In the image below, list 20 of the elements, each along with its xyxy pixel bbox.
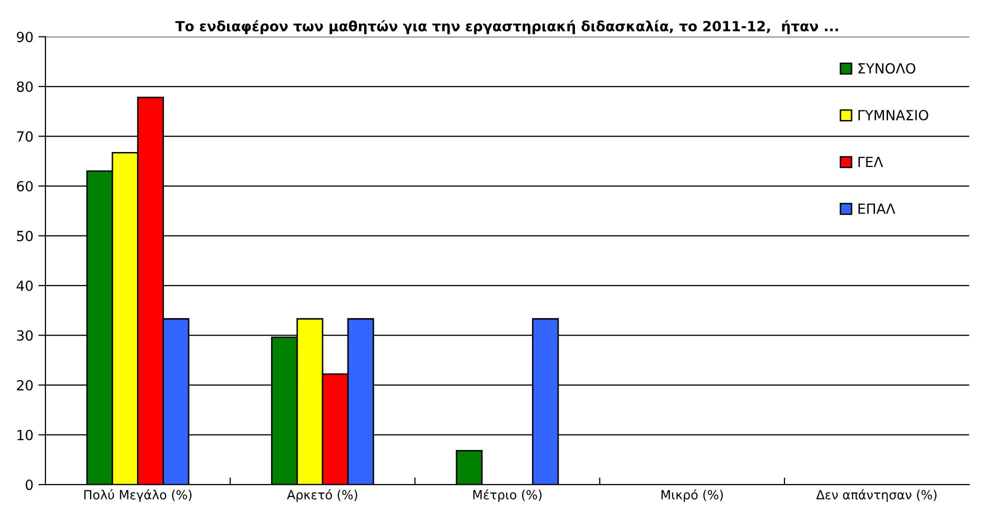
y-tick-label: 30 xyxy=(17,330,33,341)
y-tick-label: 60 xyxy=(16,180,33,192)
chart-title: Το ενδιαφέρον των μαθητών για την εργαστηριακή διδασκαλία, το 2011-12, ήταν ... xyxy=(175,20,838,34)
y-tick-label: 50 xyxy=(17,230,33,242)
y-tick-label: 0 xyxy=(26,480,33,490)
x-tick-label: Μέτριο (%) xyxy=(473,489,542,502)
legend-label: ΣΥΝΟΛΟ xyxy=(858,63,916,74)
x-tick-label: Μικρό (%) xyxy=(662,489,723,502)
x-tick-label: Αρκετό (%) xyxy=(286,489,358,502)
y-tick-label: 20 xyxy=(16,380,33,391)
y-tick-label: 70 xyxy=(17,131,33,142)
legend-label: ΓΕΛ xyxy=(858,156,884,167)
legend-label: ΓΥΜΝΑΣΙΟ xyxy=(858,110,928,120)
y-tick-label: 10 xyxy=(17,430,33,440)
y-tick-label: 40 xyxy=(16,280,33,292)
x-tick-label: Πολύ Μεγάλο (%) xyxy=(84,489,192,502)
y-tick-label: 90 xyxy=(16,32,33,42)
x-tick-label: Δεν απάντησαν (%) xyxy=(816,489,936,502)
y-tick-label: 80 xyxy=(16,81,33,92)
legend-label: ΕΠΑΛ xyxy=(858,204,896,214)
